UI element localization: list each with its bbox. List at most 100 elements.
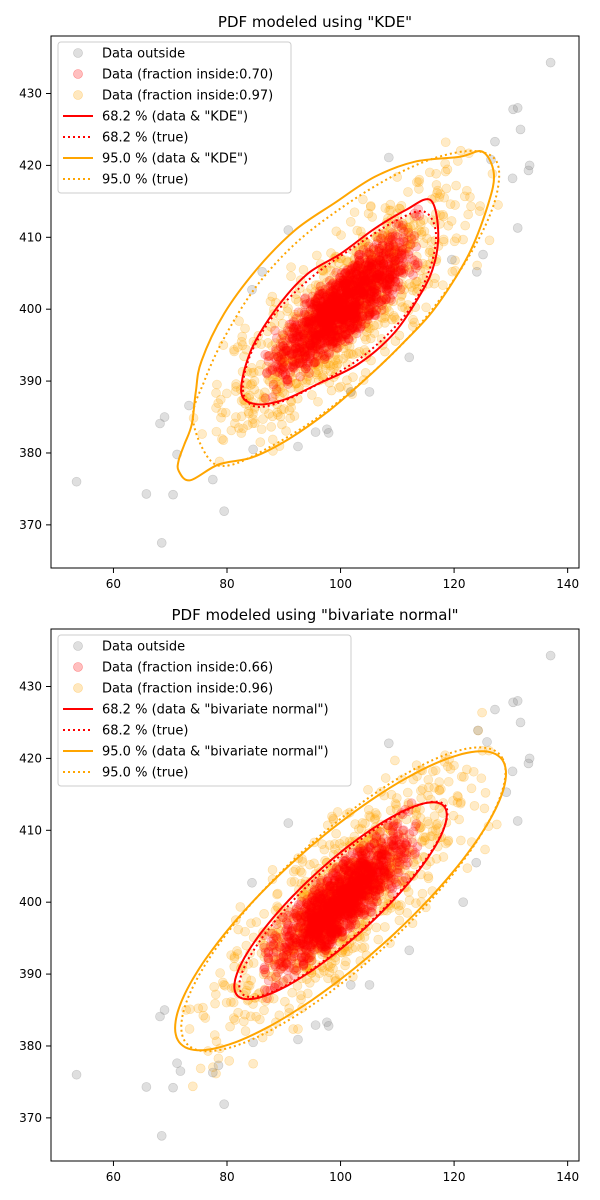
data-point-red [307,302,318,313]
data-point-red [410,848,421,858]
data-point-red [291,358,302,369]
data-point-red [307,291,318,302]
data-point-orange [226,425,237,436]
data-point-orange [477,707,487,718]
data-point-red [366,273,377,284]
data-point-red [379,263,390,274]
data-point-outside [507,173,518,184]
data-point-orange [369,254,379,264]
data-point-red [330,337,340,348]
data-point-orange [385,247,396,258]
data-point-red [323,314,333,324]
data-point-orange [336,318,346,328]
data-point-orange [493,200,503,210]
data-point-orange [347,280,358,290]
data-point-red [384,240,394,251]
data-point-red [317,288,328,299]
y-tick-label: 370 [19,1111,42,1125]
data-point-outside [478,249,488,260]
data-point-orange [313,358,324,368]
data-point-orange [345,286,356,296]
data-point-red [338,308,349,318]
data-point-orange [320,312,331,323]
data-point-red [320,306,331,317]
data-point-red [388,822,398,832]
data-point-orange [415,219,426,230]
data-point-orange [378,298,388,308]
data-point-red [377,230,388,241]
data-point-red [332,301,343,312]
data-point-red [351,269,362,279]
data-point-orange [348,305,358,315]
data-point-orange [326,275,336,285]
data-point-red [341,330,352,340]
data-point-red [326,334,337,344]
data-point-red [359,277,370,288]
data-point-red [322,302,332,313]
data-point-orange [380,235,390,246]
data-point-red [321,333,332,343]
data-point-red [343,265,354,275]
data-point-red [329,308,339,318]
data-point-red [376,296,386,306]
data-point-orange [405,231,415,241]
data-point-red [364,248,374,258]
data-point-orange [304,309,315,319]
data-point-orange [312,339,322,349]
data-point-red [347,263,357,274]
data-point-orange [384,226,394,236]
data-point-orange [388,296,399,307]
data-point-orange [462,863,473,873]
data-point-red [387,228,398,238]
data-point-red [310,348,321,359]
data-point-red [346,288,357,298]
data-point-red [377,240,388,251]
data-point-red [354,277,365,287]
data-point-red [406,234,417,244]
data-point-orange [374,254,384,265]
data-point-red [354,266,364,277]
data-point-orange [231,412,241,422]
data-point-orange [382,231,393,242]
data-point-red [398,236,409,246]
data-point-orange [243,406,254,417]
data-point-orange [450,200,460,210]
data-point-red [384,249,395,259]
data-point-red [294,340,305,351]
data-point-red [335,272,345,283]
data-point-red [304,342,315,353]
data-point-red [332,295,343,305]
x-tick-label: 140 [556,1170,579,1184]
data-point-red [263,351,273,362]
data-point-red [361,293,372,304]
data-point-red [311,304,322,314]
data-point-orange [459,191,470,202]
data-point-orange [321,326,332,336]
data-point-red [366,278,377,289]
data-point-red [403,249,414,260]
data-point-outside [545,650,556,661]
data-point-orange [279,361,289,372]
data-point-red [363,241,374,252]
data-point-red [318,313,329,324]
data-point-orange [475,201,485,211]
data-point-orange [411,228,421,238]
data-point-red [310,314,321,324]
data-point-orange [404,265,414,275]
data-point-orange [329,350,339,361]
data-point-red [327,291,338,302]
data-point-orange [316,281,326,291]
data-point-red [340,302,351,313]
data-point-red [343,283,354,294]
data-point-outside [323,1021,334,1031]
data-point-orange [367,296,377,307]
data-point-orange [346,294,356,305]
data-point-orange [414,225,424,236]
data-point-orange [276,383,286,393]
data-point-orange [267,341,277,351]
data-point-orange [332,308,343,318]
data-point-red [379,272,390,283]
data-point-orange [372,305,382,315]
legend-label: Data (fraction inside:0.70) [102,68,273,83]
data-point-orange [439,192,449,203]
